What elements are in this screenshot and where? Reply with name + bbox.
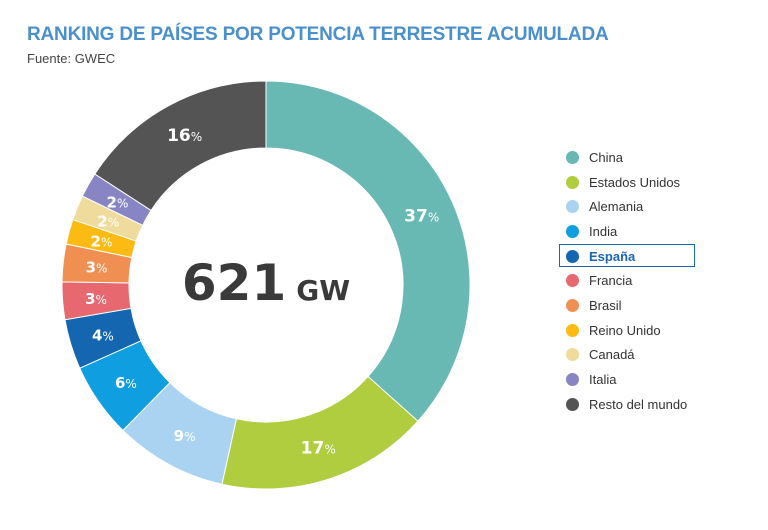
legend-item-alemania: Alemania: [560, 194, 696, 219]
legend-item-resto-del-mundo: Resto del mundo: [560, 392, 696, 417]
legend-item-canada: Canadá: [560, 343, 696, 368]
slice-labels: 37%17%9%6%4%3%3%2%2%2%16%: [85, 126, 439, 458]
legend-swatch: [566, 373, 579, 387]
chart-title: RANKING DE PAÍSES POR POTENCIA TERRESTRE…: [27, 24, 609, 45]
legend-item-china: China: [560, 145, 696, 170]
legend-item-india: India: [560, 219, 696, 244]
legend-label: Canadá: [589, 347, 635, 363]
legend-label: Italia: [589, 372, 617, 388]
center-total: 621 GW: [182, 254, 350, 312]
legend-label: Brasil: [589, 297, 622, 313]
legend-swatch: [566, 249, 579, 263]
chart-legend: China Estados Unidos Alemania India España Fr…: [559, 145, 696, 417]
legend-label: España: [589, 248, 636, 264]
legend-item-reino-unido: Reino Unido: [560, 318, 696, 343]
slice-label-china: 37%: [404, 206, 439, 226]
slice-label-espana: 4%: [92, 327, 114, 345]
slice-label-alemania: 9%: [174, 427, 196, 445]
slice-label-italia: 2%: [107, 193, 129, 211]
chart-source: Fuente: GWEC: [27, 51, 116, 66]
legend-swatch: [566, 323, 579, 337]
legend-label: India: [589, 223, 618, 239]
legend-label: Resto del mundo: [589, 396, 688, 412]
slice-label-estados-unidos: 17%: [301, 438, 336, 458]
legend-swatch: [566, 175, 579, 189]
legend-swatch: [566, 150, 579, 164]
slice-label-reino-unido: 2%: [91, 232, 113, 250]
legend-swatch: [566, 298, 579, 312]
legend-item-francia: Francia: [560, 268, 696, 293]
legend-label: Estados Unidos: [589, 174, 681, 190]
donut-slices: [61, 80, 471, 490]
slice-label-francia: 3%: [85, 290, 107, 308]
legend-label: China: [589, 149, 623, 165]
legend-item-italia: Italia: [560, 367, 696, 392]
legend-swatch: [566, 224, 579, 238]
legend-swatch: [566, 274, 579, 288]
legend-swatch: [566, 348, 579, 362]
slice-china: [265, 80, 471, 422]
slice-label-resto-del-mundo: 16%: [167, 126, 202, 146]
center-total-value: 621: [182, 254, 286, 312]
slice-label-india: 6%: [115, 374, 137, 392]
slice-resto-del-mundo: [94, 80, 267, 212]
legend-item-estados-unidos: Estados Unidos: [560, 170, 696, 195]
legend-swatch: [566, 397, 579, 411]
legend-label: Francia: [589, 273, 633, 289]
legend-item-brasil: Brasil: [560, 293, 696, 318]
center-total-unit: GW: [296, 274, 350, 307]
legend-label: Alemania: [589, 199, 644, 215]
legend-swatch: [566, 200, 579, 214]
slice-label-canada: 2%: [97, 212, 119, 230]
legend-label: Reino Unido: [589, 322, 661, 338]
legend-item-espana: España: [559, 243, 696, 269]
slice-label-brasil: 3%: [86, 258, 108, 276]
